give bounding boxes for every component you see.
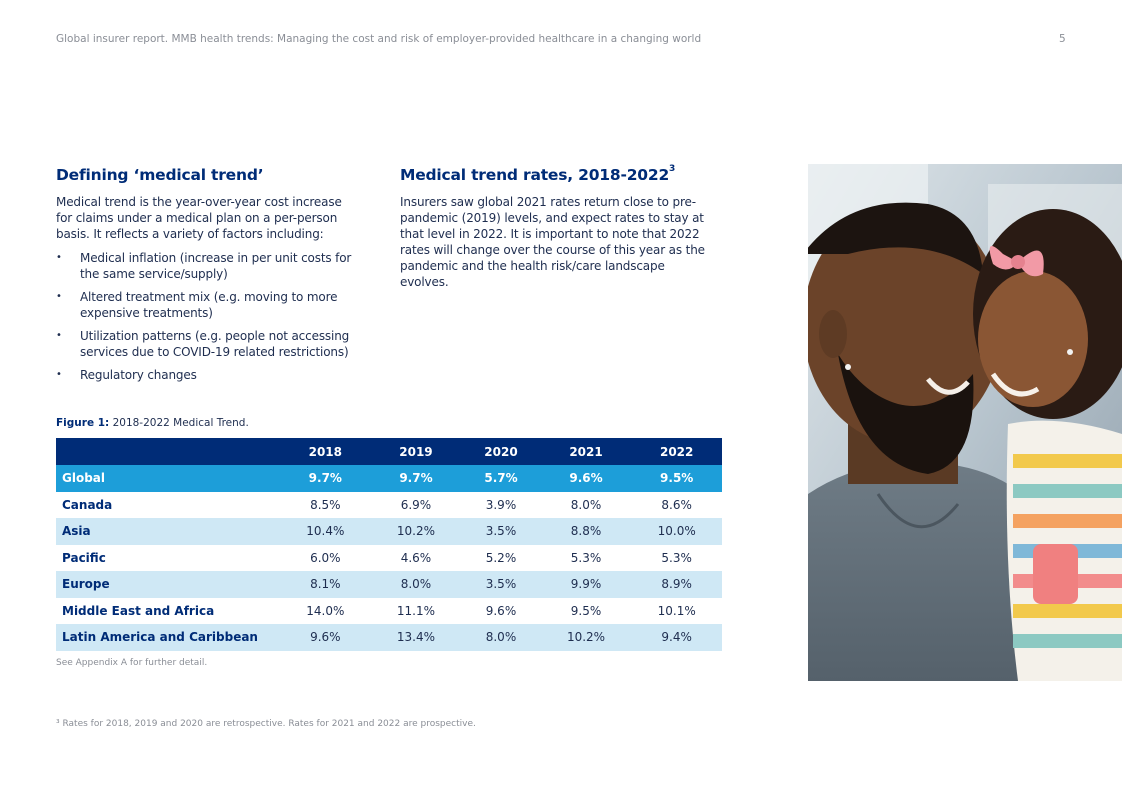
table-row: Latin America and Caribbean 9.6% 13.4% 8… bbox=[56, 624, 722, 651]
value-cell: 9.7% bbox=[280, 465, 371, 492]
value-cell: 11.1% bbox=[370, 597, 462, 624]
value-cell: 10.1% bbox=[631, 597, 722, 624]
column-header: 2020 bbox=[461, 438, 541, 465]
value-cell: 4.6% bbox=[370, 544, 462, 571]
rates-heading-text: Medical trend rates, 2018-2022 bbox=[400, 166, 670, 184]
rates-paragraph: Insurers saw global 2021 rates return cl… bbox=[400, 195, 705, 289]
region-cell: Canada bbox=[56, 491, 280, 518]
bullet-icon: • bbox=[56, 369, 62, 380]
definition-section: Defining ‘medical trend’ Medical trend i… bbox=[56, 166, 356, 390]
table-header-row: 2018 2019 2020 2021 2022 bbox=[56, 438, 722, 465]
region-cell: Latin America and Caribbean bbox=[56, 624, 280, 651]
value-cell: 9.6% bbox=[540, 465, 632, 492]
value-cell: 10.2% bbox=[540, 624, 632, 651]
table-row: Canada 8.5% 6.9% 3.9% 8.0% 8.6% bbox=[56, 491, 722, 518]
bullet-icon: • bbox=[56, 330, 62, 341]
value-cell: 9.4% bbox=[631, 624, 722, 651]
definition-heading: Defining ‘medical trend’ bbox=[56, 166, 264, 184]
value-cell: 5.7% bbox=[461, 465, 541, 492]
region-cell: Middle East and Africa bbox=[56, 597, 280, 624]
column-header: 2019 bbox=[370, 438, 462, 465]
list-item: • Altered treatment mix (e.g. moving to m… bbox=[56, 289, 356, 321]
list-item-text: Regulatory changes bbox=[80, 368, 197, 382]
value-cell: 3.9% bbox=[461, 491, 541, 518]
figure-label: Figure 1: bbox=[56, 417, 110, 429]
figure-caption-text: 2018-2022 Medical Trend. bbox=[112, 417, 249, 429]
value-cell: 5.3% bbox=[631, 544, 722, 571]
value-cell: 8.5% bbox=[280, 491, 371, 518]
value-cell: 8.6% bbox=[631, 491, 722, 518]
value-cell: 8.0% bbox=[461, 624, 541, 651]
value-cell: 5.3% bbox=[540, 544, 632, 571]
value-cell: 8.0% bbox=[370, 571, 462, 598]
value-cell: 9.6% bbox=[461, 597, 541, 624]
value-cell: 10.0% bbox=[631, 518, 722, 545]
figure-caption: Figure 1: 2018-2022 Medical Trend. bbox=[56, 417, 249, 429]
bullet-icon: • bbox=[56, 252, 62, 263]
rates-heading: Medical trend rates, 2018-20223 bbox=[400, 163, 710, 184]
list-item: • Medical inflation (increase in per unit… bbox=[56, 250, 356, 282]
value-cell: 6.0% bbox=[280, 544, 371, 571]
father-daughter-photo bbox=[808, 164, 1122, 681]
medical-trend-table: 2018 2019 2020 2021 2022 Global 9.7% 9.7… bbox=[56, 438, 722, 651]
column-header bbox=[56, 438, 280, 465]
value-cell: 3.5% bbox=[461, 571, 541, 598]
footnote-ref[interactable]: 3 bbox=[669, 163, 676, 174]
factors-list: • Medical inflation (increase in per unit… bbox=[56, 250, 356, 383]
list-item: • Utilization patterns (e.g. people not a… bbox=[56, 328, 356, 360]
photo-illustration bbox=[808, 164, 1122, 681]
value-cell: 8.9% bbox=[631, 571, 722, 598]
value-cell: 10.4% bbox=[280, 518, 371, 545]
list-item-text: Medical inflation (increase in per unit … bbox=[80, 251, 352, 281]
column-header: 2021 bbox=[540, 438, 632, 465]
table-row: Europe 8.1% 8.0% 3.5% 9.9% 8.9% bbox=[56, 571, 722, 598]
value-cell: 9.6% bbox=[280, 624, 371, 651]
value-cell: 10.2% bbox=[370, 518, 462, 545]
region-cell: Asia bbox=[56, 518, 280, 545]
value-cell: 14.0% bbox=[280, 597, 371, 624]
value-cell: 5.2% bbox=[461, 544, 541, 571]
region-cell: Global bbox=[56, 465, 280, 492]
column-header: 2022 bbox=[631, 438, 722, 465]
value-cell: 9.5% bbox=[631, 465, 722, 492]
region-cell: Europe bbox=[56, 571, 280, 598]
column-header: 2018 bbox=[280, 438, 371, 465]
value-cell: 8.1% bbox=[280, 571, 371, 598]
appendix-note: See Appendix A for further detail. bbox=[56, 658, 208, 668]
table-row: Global 9.7% 9.7% 5.7% 9.6% 9.5% bbox=[56, 465, 722, 492]
table-row: Asia 10.4% 10.2% 3.5% 8.8% 10.0% bbox=[56, 518, 722, 545]
running-header: Global insurer report. MMB health trends… bbox=[56, 33, 702, 45]
list-item: • Regulatory changes bbox=[56, 367, 356, 383]
table-row: Middle East and Africa 14.0% 11.1% 9.6% … bbox=[56, 597, 722, 624]
value-cell: 8.0% bbox=[540, 491, 632, 518]
footnote: ³ Rates for 2018, 2019 and 2020 are retr… bbox=[56, 719, 476, 729]
page-number: 5 bbox=[1059, 33, 1066, 45]
definition-paragraph: Medical trend is the year-over-year cost… bbox=[56, 195, 342, 241]
rates-section: Medical trend rates, 2018-20223 Insurers… bbox=[400, 163, 710, 290]
list-item-text: Utilization patterns (e.g. people not ac… bbox=[80, 329, 350, 359]
value-cell: 13.4% bbox=[370, 624, 462, 651]
value-cell: 3.5% bbox=[461, 518, 541, 545]
value-cell: 9.7% bbox=[370, 465, 462, 492]
list-item-text: Altered treatment mix (e.g. moving to mo… bbox=[80, 290, 338, 320]
region-cell: Pacific bbox=[56, 544, 280, 571]
value-cell: 6.9% bbox=[370, 491, 462, 518]
table-row: Pacific 6.0% 4.6% 5.2% 5.3% 5.3% bbox=[56, 544, 722, 571]
value-cell: 9.9% bbox=[540, 571, 632, 598]
bullet-icon: • bbox=[56, 291, 62, 302]
value-cell: 9.5% bbox=[540, 597, 632, 624]
value-cell: 8.8% bbox=[540, 518, 632, 545]
